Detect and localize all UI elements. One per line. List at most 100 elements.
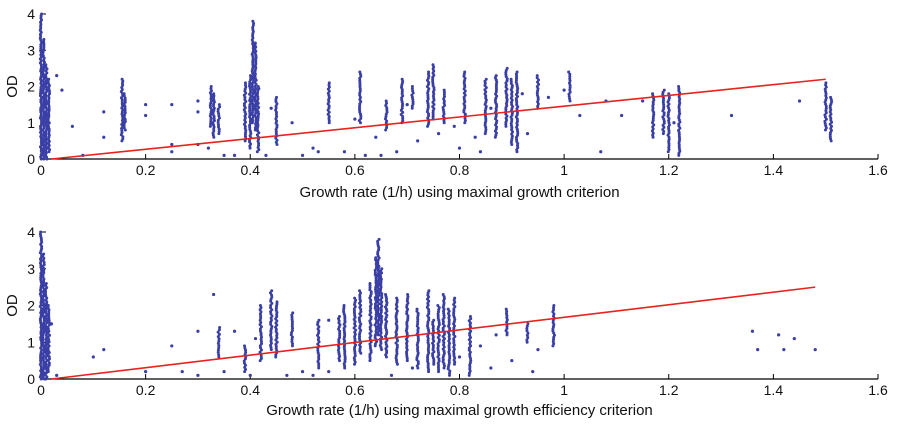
data-point	[677, 135, 681, 139]
data-point	[431, 354, 435, 358]
data-point	[217, 328, 221, 332]
data-point	[400, 90, 404, 94]
data-point	[416, 322, 420, 326]
data-point	[447, 361, 451, 365]
x-axis-label: Growth rate (1/h) using maximal growth c…	[299, 184, 619, 201]
data-point	[70, 124, 74, 128]
data-point	[42, 252, 46, 256]
data-point	[484, 119, 488, 123]
data-point	[377, 237, 381, 241]
data-point	[48, 333, 52, 337]
data-point	[232, 329, 237, 333]
data-point	[121, 135, 125, 139]
x-axis-label: Growth rate (1/h) using maximal growth e…	[266, 402, 653, 419]
data-point	[376, 239, 380, 243]
data-point	[358, 106, 362, 110]
y-tick-label: 4	[27, 6, 35, 22]
data-point	[677, 110, 681, 114]
data-point	[427, 120, 431, 124]
data-point	[432, 318, 436, 322]
data-point	[290, 340, 294, 344]
data-point	[217, 125, 221, 129]
data-point	[374, 277, 378, 281]
data-point	[505, 326, 509, 330]
data-point	[44, 281, 48, 285]
data-point	[467, 348, 471, 352]
data-point	[47, 363, 51, 367]
x-tick-label: 1.2	[659, 382, 679, 398]
data-point	[216, 120, 220, 124]
data-point	[535, 85, 539, 88]
data-point	[39, 356, 43, 360]
data-point	[274, 113, 278, 117]
data-point	[828, 135, 832, 139]
data-point	[217, 332, 221, 336]
data-point	[91, 355, 95, 359]
data-point	[551, 329, 555, 333]
data-point	[291, 326, 295, 330]
data-point	[269, 106, 273, 110]
data-point	[494, 74, 498, 78]
data-point	[651, 92, 655, 96]
data-point	[436, 314, 440, 318]
data-point	[427, 70, 431, 74]
data-point	[47, 312, 51, 316]
data-point	[291, 311, 295, 315]
data-point	[395, 345, 399, 349]
x-tick-label: 0.2	[136, 382, 156, 398]
data-point	[535, 76, 539, 80]
data-point	[243, 344, 247, 348]
y-tick-label: 2	[27, 298, 35, 314]
data-point	[385, 106, 389, 110]
scatter-panel-top: 0 0.2 0.4 0.6 0.8 1 1.2 1.4 1.6 0 1 2 3 4 Growth rate …	[4, 6, 888, 201]
data-point	[257, 143, 261, 147]
data-point	[505, 316, 509, 320]
data-point	[41, 300, 45, 304]
data-point	[338, 331, 342, 335]
data-point	[170, 150, 174, 154]
data-point	[102, 135, 106, 139]
data-point	[463, 106, 467, 110]
data-point	[48, 92, 52, 96]
data-point	[352, 309, 356, 313]
data-point	[290, 337, 294, 341]
data-point	[405, 103, 409, 107]
data-point	[217, 355, 221, 359]
x-tick-label: 0.6	[345, 162, 365, 178]
data-point	[338, 333, 342, 337]
data-point	[568, 97, 572, 101]
data-point	[290, 320, 294, 324]
data-point	[526, 331, 530, 335]
data-point	[123, 98, 127, 102]
data-point	[41, 337, 45, 341]
data-point	[46, 336, 50, 340]
data-point	[401, 115, 405, 119]
data-point	[290, 121, 294, 125]
data-point	[384, 115, 388, 119]
data-point	[442, 88, 446, 92]
data-point	[46, 304, 50, 307]
data-point	[41, 275, 45, 279]
data-point	[376, 331, 380, 335]
data-point	[677, 89, 681, 93]
data-point	[389, 373, 394, 377]
data-point	[520, 92, 524, 96]
data-point	[368, 286, 372, 290]
data-point	[376, 269, 380, 273]
data-point	[384, 326, 388, 330]
data-point	[60, 88, 64, 92]
data-point	[243, 83, 247, 87]
data-point	[170, 142, 174, 147]
data-point	[243, 81, 247, 85]
data-point	[568, 72, 572, 76]
data-point	[216, 335, 220, 339]
data-point	[274, 100, 278, 104]
data-point	[405, 312, 409, 316]
data-point	[829, 95, 833, 99]
data-point	[300, 153, 305, 157]
data-point	[489, 106, 493, 110]
y-axis-label: OD	[4, 294, 21, 317]
data-point	[253, 41, 257, 45]
y-tick-label: 0	[27, 151, 35, 167]
